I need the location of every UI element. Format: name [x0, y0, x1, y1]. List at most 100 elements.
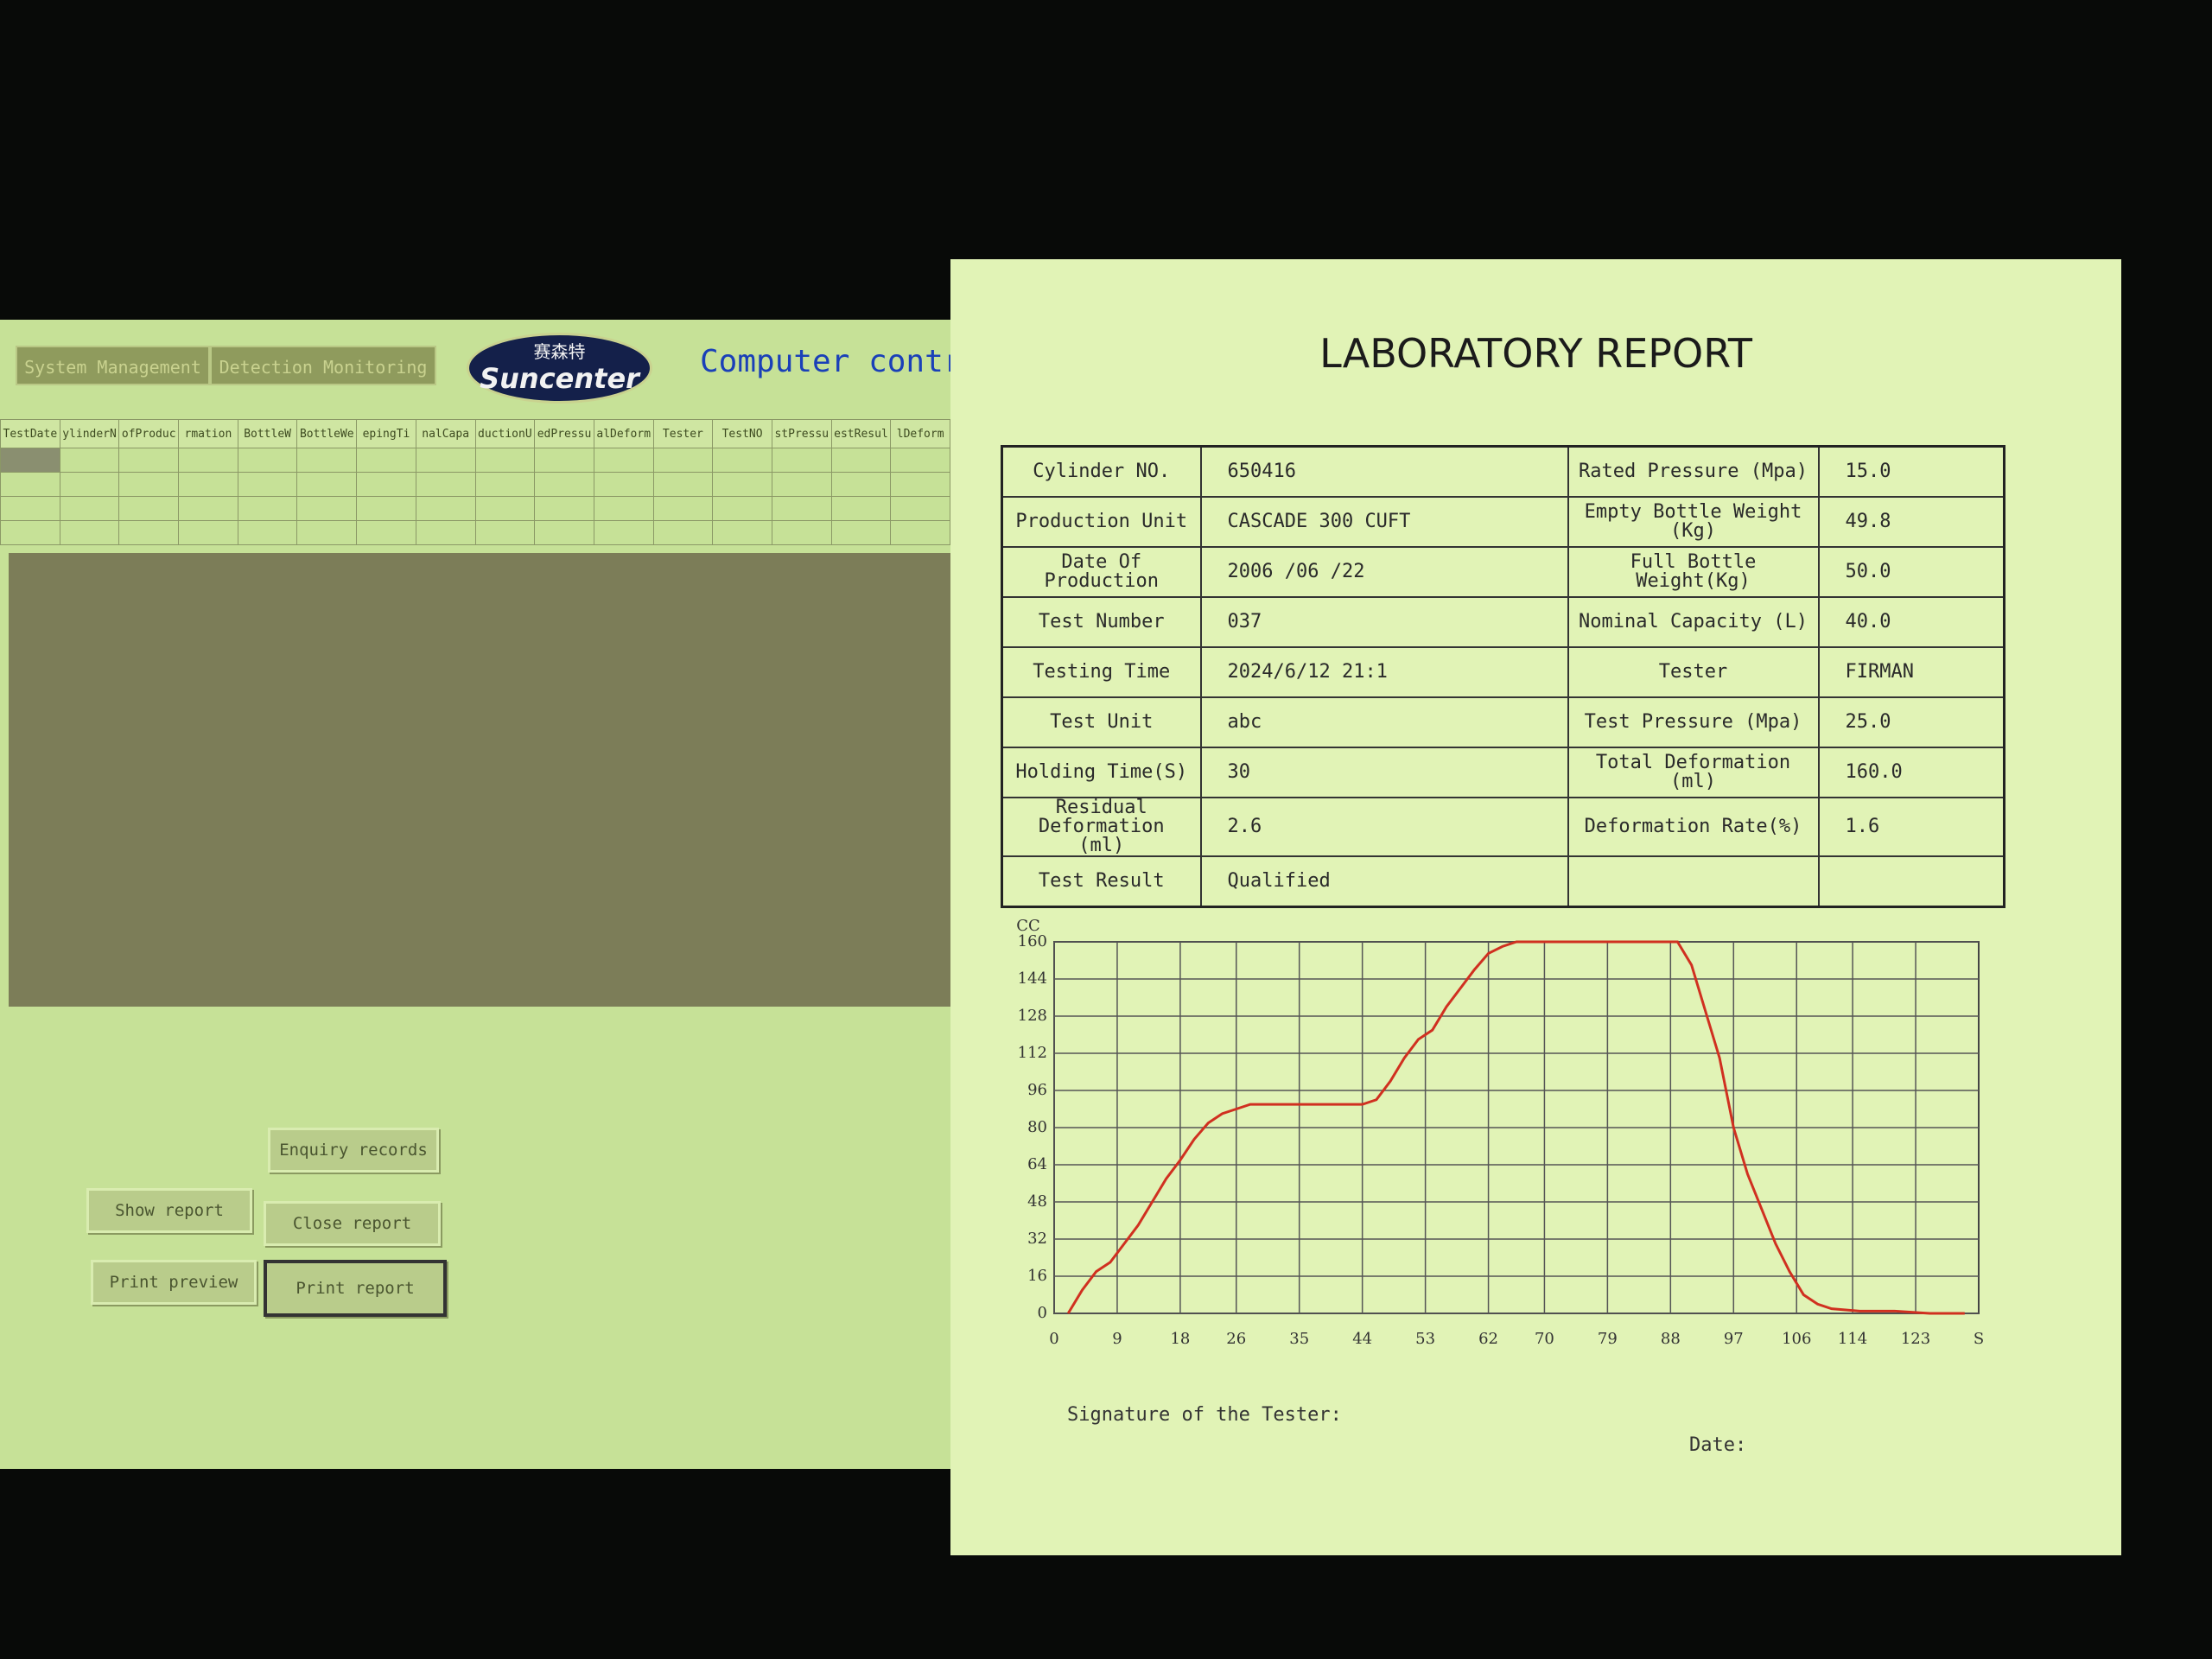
- table-cell: [712, 448, 772, 473]
- x-tick-label: 26: [1226, 1330, 1246, 1348]
- column-header: lDeform: [890, 419, 950, 448]
- report-label: Production Unit: [1001, 496, 1202, 548]
- table-cell: [830, 472, 892, 497]
- report-label: Rated Pressure (Mpa): [1567, 445, 1820, 498]
- table-cell: [356, 448, 416, 473]
- table-cell: [771, 472, 832, 497]
- report-value: 40.0: [1817, 596, 2005, 648]
- report-label: Cylinder NO.: [1001, 445, 1202, 498]
- column-header: BottleWe: [296, 419, 358, 448]
- table-cell: [118, 496, 180, 521]
- button[interactable]: Close report: [264, 1201, 441, 1246]
- report-value: abc: [1199, 696, 1569, 748]
- y-tick-label: 64: [1027, 1155, 1047, 1173]
- report-label: Total Deformation (ml): [1567, 747, 1820, 798]
- y-tick-label: 128: [1018, 1007, 1047, 1025]
- data-line: [1066, 940, 1965, 1315]
- report-label: Test Result: [1001, 855, 1202, 908]
- report-label: Nominal Capacity (L): [1567, 596, 1820, 648]
- report-label: Test Pressure (Mpa): [1567, 696, 1820, 748]
- report-label: Test Number: [1001, 596, 1202, 648]
- x-tick-label: 97: [1724, 1330, 1744, 1348]
- button[interactable]: Print report: [264, 1260, 447, 1317]
- column-header: alDeform: [593, 419, 654, 448]
- table-cell: [534, 520, 594, 545]
- table-cell: [356, 520, 416, 545]
- column-header: rmation: [178, 419, 238, 448]
- table-cell: [0, 520, 60, 545]
- table-cell: [118, 520, 180, 545]
- report-value: 2.6: [1199, 797, 1569, 857]
- records-table: TestDate ylinderN ofProduc rmation BottleW Bo…: [0, 419, 950, 545]
- button[interactable]: Show report: [86, 1188, 252, 1233]
- table-cell: [830, 496, 892, 521]
- table-cell: [356, 496, 416, 521]
- report-value: CASCADE 300 CUFT: [1199, 496, 1569, 548]
- table-cell: [0, 472, 60, 497]
- table-cell: [178, 448, 238, 473]
- report-row: Test Unit abc Test Pressure (Mpa) 25.0: [1001, 696, 2005, 748]
- table-cell: [652, 472, 714, 497]
- table-cell: [712, 520, 772, 545]
- table-cell: [415, 472, 476, 497]
- table-cell: [890, 472, 950, 497]
- report-value: 30: [1199, 747, 1569, 798]
- report-value: 037: [1199, 596, 1569, 648]
- app-panel: System Management Detection Monitoring 赛…: [0, 320, 950, 1469]
- x-tick-label: 35: [1289, 1330, 1309, 1348]
- table-cell: [593, 520, 654, 545]
- report-row: Testing Time 2024/6/12 21:1 Tester FIRMAN: [1001, 646, 2005, 698]
- x-tick-label: 88: [1661, 1330, 1681, 1348]
- report-label: Residual Deformation (ml): [1001, 797, 1202, 857]
- column-header: nalCapa: [415, 419, 476, 448]
- report-value: 49.8: [1817, 496, 2005, 548]
- table-cell: [652, 520, 714, 545]
- table-cell: [474, 472, 536, 497]
- y-tick-label: 0: [1038, 1304, 1047, 1322]
- table-cell: [59, 472, 120, 497]
- x-tick-label: 9: [1112, 1330, 1122, 1348]
- report-row: Holding Time(S) 30 Total Deformation (ml) 1…: [1001, 747, 2005, 798]
- table-cell: [237, 448, 298, 473]
- button[interactable]: Print preview: [91, 1260, 257, 1305]
- y-tick-label: 48: [1027, 1192, 1047, 1211]
- report-row: Test Result Qualified: [1001, 855, 2005, 908]
- report-label: Testing Time: [1001, 646, 1202, 698]
- report-value: 160.0: [1817, 747, 2005, 798]
- report-panel: LABORATORY REPORT Cylinder NO. 650416 Rate…: [950, 259, 2121, 1555]
- table-cell: [59, 496, 120, 521]
- table-cell: [771, 496, 832, 521]
- menu-tab[interactable]: System Management: [16, 346, 210, 385]
- y-axis-label: CC: [1016, 917, 1040, 935]
- report-value: 25.0: [1817, 696, 2005, 748]
- table-row: [0, 448, 950, 473]
- y-tick-label: 32: [1027, 1230, 1047, 1248]
- table-cell: [356, 472, 416, 497]
- table-cell: [771, 448, 832, 473]
- menu-tab[interactable]: Detection Monitoring: [210, 346, 436, 385]
- table-cell: [474, 496, 536, 521]
- x-tick-label: 44: [1352, 1330, 1372, 1348]
- column-header: BottleW: [237, 419, 298, 448]
- table-cell: [712, 472, 772, 497]
- table-cell: [178, 496, 238, 521]
- table-cell: [59, 520, 120, 545]
- x-tick-label: 0: [1049, 1330, 1058, 1348]
- y-tick-label: 144: [1018, 969, 1047, 988]
- report-title: LABORATORY REPORT: [1319, 330, 1752, 377]
- table-cell: [890, 448, 950, 473]
- button[interactable]: Enquiry records: [268, 1128, 439, 1173]
- table-cell: [830, 448, 892, 473]
- report-row: Date Of Production 2006 /06 /22 Full Bottl…: [1001, 546, 2005, 598]
- report-label: Tester: [1567, 646, 1820, 698]
- table-cell: [415, 496, 476, 521]
- table-cell: [534, 448, 594, 473]
- table-cell: [118, 472, 180, 497]
- column-header: TestDate: [0, 419, 60, 448]
- column-header: ductionU: [474, 419, 536, 448]
- report-value: 1.6: [1817, 797, 2005, 857]
- date-label: Date:: [1689, 1434, 1747, 1456]
- table-cell: [415, 448, 476, 473]
- report-label: Full Bottle Weight(Kg): [1567, 546, 1820, 598]
